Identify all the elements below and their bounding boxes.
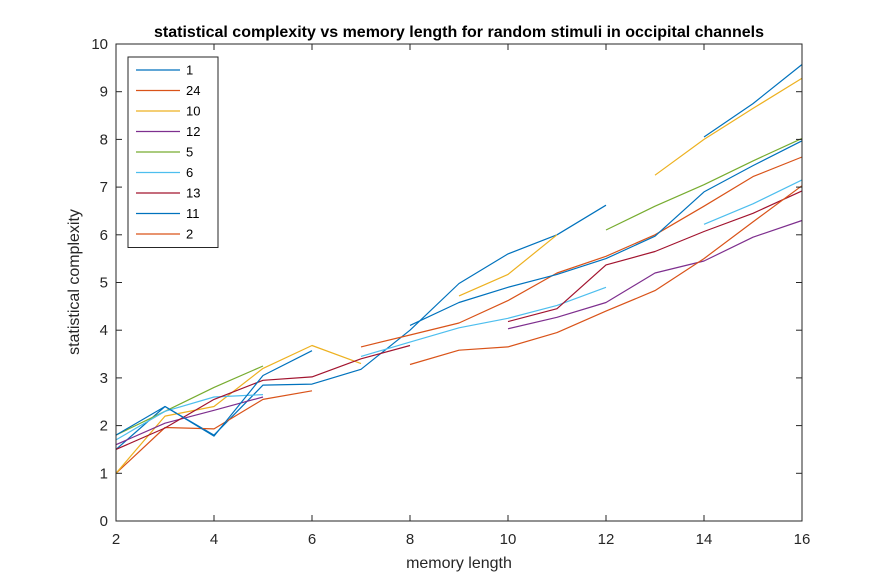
x-axis-label: memory length: [406, 555, 512, 572]
x-tick-label: 6: [308, 531, 316, 548]
x-tick-label: 16: [794, 531, 811, 548]
plot-area: [116, 44, 802, 521]
y-axis-label: statistical complexity: [66, 209, 83, 355]
x-tick-label: 4: [210, 531, 218, 548]
y-tick-label: 5: [100, 275, 108, 292]
legend-label-24: 24: [186, 83, 200, 98]
x-tick-label: 12: [598, 531, 615, 548]
legend-label-13: 13: [186, 186, 200, 201]
x-tick-label: 10: [500, 531, 517, 548]
legend-label-10: 10: [186, 104, 200, 119]
y-tick-label: 2: [100, 418, 108, 435]
chart-title: statistical complexity vs memory length …: [154, 24, 764, 41]
y-tick-label: 3: [100, 370, 108, 387]
y-tick-label: 9: [100, 84, 108, 101]
x-tick-label: 2: [112, 531, 120, 548]
y-tick-label: 0: [100, 513, 108, 530]
legend-label-1: 1: [186, 63, 193, 78]
legend: 1 24 10 12 5 6 13 11 2: [128, 57, 218, 248]
y-tick-label: 8: [100, 131, 108, 148]
x-tick-label: 8: [406, 531, 414, 548]
y-tick-label: 10: [91, 36, 108, 53]
legend-label-11: 11: [186, 206, 200, 221]
x-tick-label: 14: [696, 531, 713, 548]
legend-label-2: 2: [186, 227, 193, 242]
legend-label-5: 5: [186, 145, 193, 160]
legend-label-12: 12: [186, 124, 200, 139]
legend-label-6: 6: [186, 165, 193, 180]
y-tick-label: 1: [100, 465, 108, 482]
y-tick-label: 4: [100, 322, 108, 339]
y-tick-label: 7: [100, 179, 108, 196]
y-tick-label: 6: [100, 227, 108, 244]
